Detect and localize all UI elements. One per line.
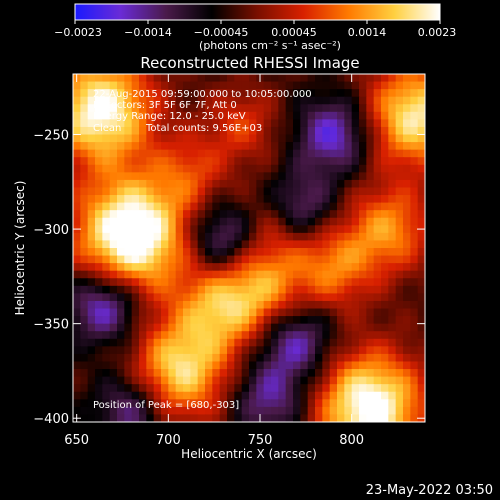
chart-title: Reconstructed RHESSI Image xyxy=(140,54,359,72)
annotation-counts: Total counts: 9.56E+03 xyxy=(145,123,262,134)
colorbar-ticks: −0.0023 −0.0014 −0.00045 0.00045 0.0014 0.002… xyxy=(54,20,456,39)
colorbar-tick-label: 0.0023 xyxy=(418,26,457,39)
annotation-energy: Energy Range: 12.0 - 25.0 keV xyxy=(93,111,246,122)
colorbar-tick-label: −0.0023 xyxy=(54,26,102,39)
colorbar-tick-label: −0.00045 xyxy=(194,26,249,39)
x-tick-label: 800 xyxy=(339,433,364,448)
colorbar xyxy=(74,3,441,21)
colorbar-unit-label: (photons cm⁻² s⁻¹ asec⁻²) xyxy=(199,39,341,52)
annotation-detectors: Detectors: 3F 5F 6F 7F, Att 0 xyxy=(93,100,237,111)
colorbar-tick-label: 0.00045 xyxy=(271,26,317,39)
x-axis-label: Heliocentric X (arcsec) xyxy=(181,447,317,461)
y-tick-label: −300 xyxy=(33,223,69,238)
colorbar-tick-label: −0.0014 xyxy=(124,26,172,39)
annotation-time-range: 22-Aug-2015 09:59:00.000 to 10:05:00.000 xyxy=(93,89,312,100)
x-tick-label: 750 xyxy=(248,433,273,448)
x-tick-label: 650 xyxy=(64,433,89,448)
annotation-algorithm: Clean xyxy=(93,123,121,134)
y-axis-label: Heliocentric Y (arcsec) xyxy=(13,181,27,316)
footer-timestamp: 23-May-2022 03:50 xyxy=(366,483,493,498)
y-tick-label: −400 xyxy=(33,412,69,427)
x-tick-label: 700 xyxy=(156,433,181,448)
heatmap-image xyxy=(73,74,425,422)
y-tick-label: −250 xyxy=(33,129,69,144)
annotation-peak: Position of Peak = [680,-303] xyxy=(93,400,239,411)
plot-frame xyxy=(72,73,426,423)
axis-ticks: 650 700 750 800 −250 −300 −350 −400 xyxy=(33,74,425,448)
y-tick-label: −350 xyxy=(33,318,69,333)
colorbar-tick-label: 0.0014 xyxy=(348,26,387,39)
